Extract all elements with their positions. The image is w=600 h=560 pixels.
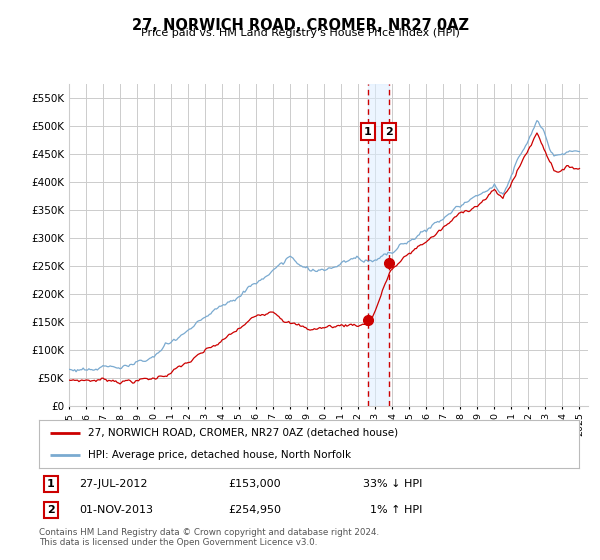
Text: 1: 1 (364, 127, 372, 137)
Text: £153,000: £153,000 (228, 479, 281, 489)
Text: Contains HM Land Registry data © Crown copyright and database right 2024.
This d: Contains HM Land Registry data © Crown c… (39, 528, 379, 547)
Text: HPI: Average price, detached house, North Norfolk: HPI: Average price, detached house, Nort… (88, 450, 351, 460)
Text: 27-JUL-2012: 27-JUL-2012 (79, 479, 148, 489)
Text: 1% ↑ HPI: 1% ↑ HPI (363, 505, 422, 515)
Text: 33% ↓ HPI: 33% ↓ HPI (363, 479, 422, 489)
Text: 01-NOV-2013: 01-NOV-2013 (79, 505, 154, 515)
Text: 1: 1 (47, 479, 55, 489)
Text: 27, NORWICH ROAD, CROMER, NR27 0AZ: 27, NORWICH ROAD, CROMER, NR27 0AZ (131, 18, 469, 33)
Text: 2: 2 (386, 127, 393, 137)
Text: 2: 2 (47, 505, 55, 515)
Text: 27, NORWICH ROAD, CROMER, NR27 0AZ (detached house): 27, NORWICH ROAD, CROMER, NR27 0AZ (deta… (88, 428, 398, 438)
Text: Price paid vs. HM Land Registry's House Price Index (HPI): Price paid vs. HM Land Registry's House … (140, 28, 460, 38)
Bar (368, 84, 389, 406)
Text: £254,950: £254,950 (228, 505, 281, 515)
